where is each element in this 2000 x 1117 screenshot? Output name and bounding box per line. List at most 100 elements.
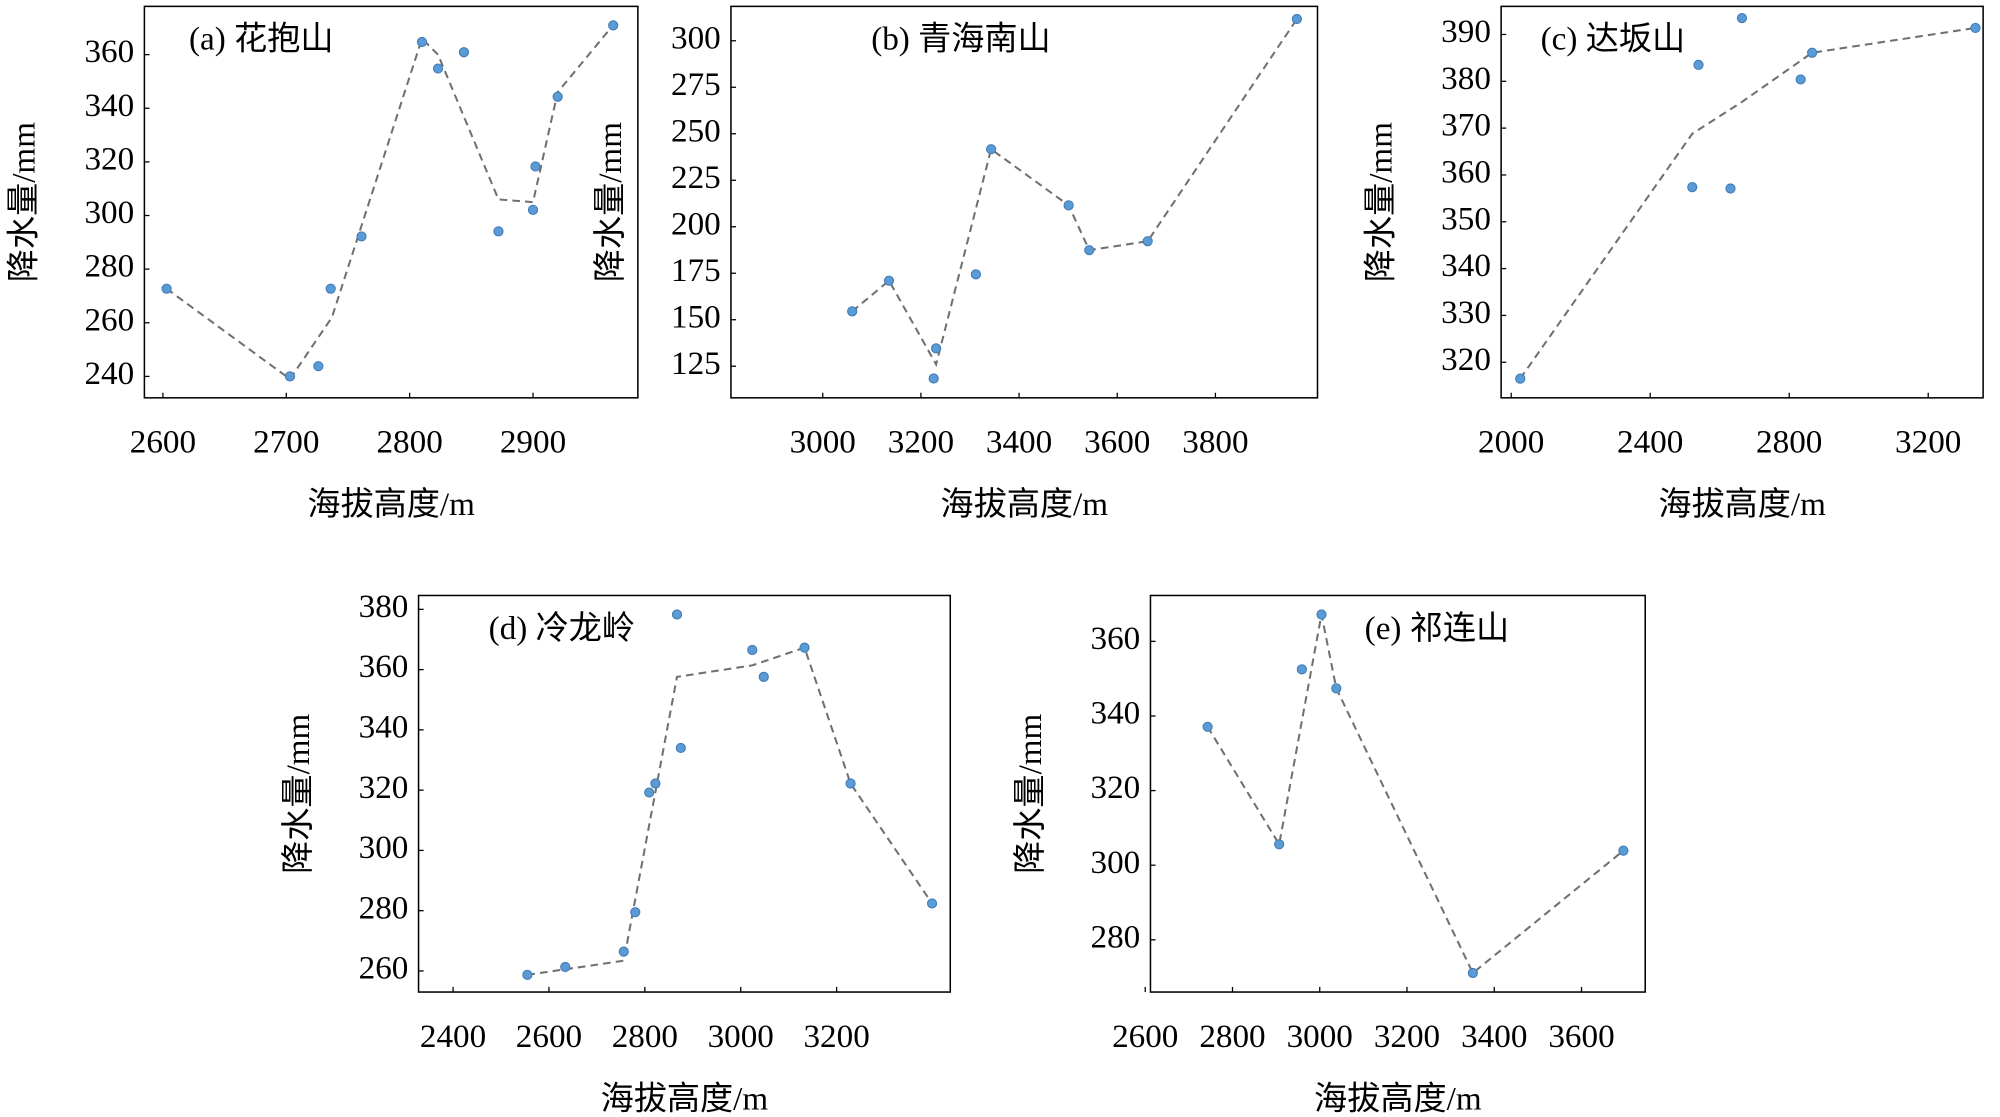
data-point bbox=[1687, 182, 1698, 193]
x-tick-label: 3200 bbox=[1895, 424, 1961, 461]
x-tick-label: 3600 bbox=[1548, 1018, 1614, 1055]
trend-line bbox=[166, 24, 614, 381]
data-point bbox=[432, 63, 444, 74]
data-point bbox=[650, 778, 661, 789]
x-tick-label: 3400 bbox=[986, 424, 1052, 461]
y-tick-label: 380 bbox=[1441, 60, 1491, 97]
y-tick-label: 320 bbox=[1091, 769, 1141, 806]
data-point bbox=[644, 787, 655, 798]
y-tick-label: 300 bbox=[359, 829, 409, 866]
x-tick-label: 2400 bbox=[1617, 424, 1683, 461]
y-tick-label: 300 bbox=[671, 19, 721, 56]
y-tick-label: 300 bbox=[84, 194, 134, 231]
x-tick-label: 3800 bbox=[1182, 424, 1248, 461]
y-tick-label: 200 bbox=[671, 205, 721, 242]
plot-frame bbox=[730, 5, 1319, 399]
data-point bbox=[1291, 13, 1302, 25]
subplot: 280 300 320 340 360 2600 2800 3000 3200 3400 3600 海… bbox=[1012, 594, 1646, 1117]
x-tick-label: 2600 bbox=[130, 424, 196, 461]
y-tick-label: 320 bbox=[359, 769, 409, 806]
y-tick-label: 390 bbox=[1441, 13, 1491, 50]
subplot: 260 280 300 320 340 360 380 2400 2600 2800 3000 320… bbox=[280, 588, 952, 1117]
trend-line bbox=[851, 18, 1298, 368]
data-point bbox=[1807, 47, 1818, 58]
x-tick-label: 2000 bbox=[1478, 424, 1544, 461]
y-tick-label: 370 bbox=[1441, 107, 1491, 144]
y-tick-label: 360 bbox=[84, 33, 134, 70]
data-point bbox=[552, 91, 563, 102]
y-tick-label: 380 bbox=[359, 588, 409, 625]
data-point bbox=[608, 20, 619, 31]
trend-line bbox=[1519, 26, 1976, 380]
data-point bbox=[1202, 721, 1213, 732]
x-axis-label: 海拔高度/m bbox=[1314, 1080, 1482, 1117]
y-tick-label: 320 bbox=[84, 140, 134, 177]
subplot: 240 260 280 300 320 340 360 2600 2700 2800 2900 海拔高… bbox=[6, 5, 639, 523]
subplot-title: (d) 冷龙岭 bbox=[489, 610, 635, 647]
data-point bbox=[1970, 22, 1981, 34]
data-point bbox=[527, 204, 539, 215]
subplot-title: (b) 青海南山 bbox=[871, 21, 1051, 58]
x-tick-label: 3600 bbox=[1084, 424, 1150, 461]
x-tick-label: 3000 bbox=[708, 1018, 774, 1055]
x-axis-label: 海拔高度/m bbox=[940, 486, 1108, 523]
y-tick-label: 360 bbox=[1091, 620, 1141, 657]
y-tick-label: 240 bbox=[84, 355, 134, 392]
data-point bbox=[847, 306, 858, 317]
data-point bbox=[985, 144, 997, 155]
subplot: 125 150 175 200 225 250 275 300 3000 3200 3400 3600… bbox=[592, 5, 1319, 523]
trend-line bbox=[527, 646, 933, 976]
data-point bbox=[356, 231, 367, 242]
data-point bbox=[1467, 967, 1478, 979]
data-point bbox=[845, 778, 856, 789]
y-tick-label: 280 bbox=[359, 889, 409, 926]
data-point bbox=[970, 269, 981, 280]
x-tick-label: 2900 bbox=[500, 424, 566, 461]
y-axis-label: 降水量/mm bbox=[592, 122, 629, 282]
data-point bbox=[1296, 664, 1307, 675]
y-axis-label: 降水量/mm bbox=[6, 122, 43, 282]
y-tick-label: 260 bbox=[84, 301, 134, 338]
data-point bbox=[883, 275, 895, 286]
y-tick-label: 150 bbox=[671, 298, 721, 335]
x-tick-label: 3200 bbox=[888, 424, 954, 461]
data-point bbox=[1618, 845, 1629, 856]
data-point bbox=[530, 161, 541, 172]
x-axis-label: 海拔高度/m bbox=[1658, 486, 1826, 523]
x-tick-label: 2800 bbox=[1199, 1018, 1265, 1055]
data-point bbox=[560, 961, 571, 973]
y-tick-label: 320 bbox=[1441, 341, 1491, 378]
y-tick-label: 340 bbox=[84, 87, 134, 124]
y-tick-label: 225 bbox=[671, 159, 721, 196]
data-point bbox=[1274, 839, 1285, 850]
data-point bbox=[493, 226, 504, 237]
x-axis-label: 海拔高度/m bbox=[601, 1080, 769, 1117]
subplot-title: (e) 祁连山 bbox=[1365, 610, 1510, 647]
data-point bbox=[1316, 609, 1327, 620]
y-tick-label: 360 bbox=[1441, 154, 1491, 191]
y-tick-label: 275 bbox=[671, 66, 721, 103]
data-point bbox=[1515, 373, 1526, 384]
data-point bbox=[928, 373, 939, 384]
x-tick-label: 2800 bbox=[376, 424, 442, 461]
data-point bbox=[1725, 183, 1736, 194]
data-point bbox=[1795, 74, 1806, 85]
plot-frame bbox=[1500, 5, 1984, 399]
data-point bbox=[522, 969, 533, 980]
y-tick-label: 175 bbox=[671, 252, 721, 289]
data-point bbox=[931, 343, 942, 354]
x-tick-label: 2400 bbox=[420, 1018, 486, 1055]
x-tick-label: 3000 bbox=[1287, 1018, 1353, 1055]
x-tick-label: 3200 bbox=[1374, 1018, 1440, 1055]
subplot: 320 330 340 350 360 370 380 390 2000 2400 2800 3200… bbox=[1362, 5, 1984, 523]
y-axis-label: 降水量/mm bbox=[1362, 122, 1399, 282]
data-point bbox=[284, 371, 296, 382]
x-tick-label: 2800 bbox=[1756, 424, 1822, 461]
x-tick-label: 2800 bbox=[612, 1018, 678, 1055]
data-point bbox=[325, 283, 336, 294]
y-tick-label: 350 bbox=[1441, 200, 1491, 237]
y-axis-label: 降水量/mm bbox=[280, 713, 317, 873]
x-axis-label: 海拔高度/m bbox=[307, 486, 475, 523]
data-point bbox=[1693, 59, 1704, 71]
